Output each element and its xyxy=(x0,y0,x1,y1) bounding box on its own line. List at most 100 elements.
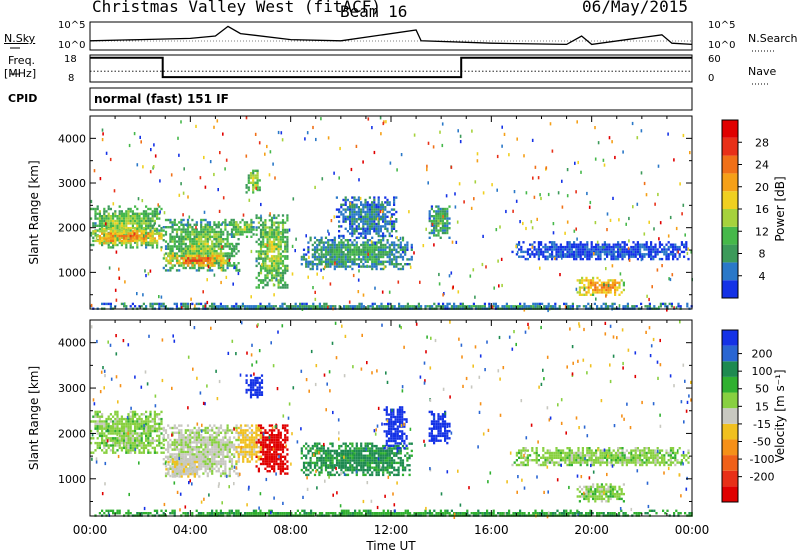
power-cell-6 xyxy=(254,184,257,187)
power-cell-7 xyxy=(324,251,328,254)
power-cell-2 xyxy=(197,250,201,253)
velocity-cell-1 xyxy=(228,446,231,449)
velocity-cell-1 xyxy=(184,450,187,454)
power-cell-10 xyxy=(515,245,518,249)
velocity-cell-1 xyxy=(211,453,214,456)
power-cell-7 xyxy=(300,255,303,259)
velocity-cell-1 xyxy=(171,441,174,444)
velocity-cell-1 xyxy=(204,453,207,456)
velocity-cell-2 xyxy=(174,458,177,461)
power-cell-3 xyxy=(187,254,190,258)
power-cell-2 xyxy=(215,233,218,236)
power-cell-0 xyxy=(98,210,101,213)
velocity-cell-1 xyxy=(213,431,216,434)
power-noise-cell xyxy=(681,212,683,216)
power-cell-8 xyxy=(366,218,369,221)
power-cell-12 xyxy=(283,302,286,306)
velocity-cell-0 xyxy=(147,415,150,418)
power-cell-0 xyxy=(153,207,156,211)
power-cell-10 xyxy=(632,245,635,249)
power-cell-12 xyxy=(244,305,247,308)
power-cell-1 xyxy=(120,239,123,243)
velocity-cell-1 xyxy=(208,436,212,439)
power-cell-2 xyxy=(222,230,225,234)
velocity-cell-1 xyxy=(215,453,218,456)
velocity-cell-0 xyxy=(114,417,117,421)
cpid-value: normal (fast) 151 IF xyxy=(94,92,229,106)
power-cell-5 xyxy=(270,216,274,220)
power-cell-7 xyxy=(368,248,372,251)
power-noise-cell xyxy=(537,176,540,180)
power-cell-3 xyxy=(198,254,201,258)
power-noise-cell xyxy=(153,143,155,147)
power-cell-8 xyxy=(379,215,382,218)
power-noise-cell xyxy=(150,148,152,152)
power-cell-10 xyxy=(654,255,657,258)
velocity-cell-1 xyxy=(191,441,194,444)
power-cell-12 xyxy=(213,305,216,308)
velocity-cell-0 xyxy=(149,410,152,414)
power-noise-cell xyxy=(307,275,309,279)
power-cell-11 xyxy=(620,279,623,282)
velocity-cell-1 xyxy=(173,438,176,442)
power-cell-8 xyxy=(351,215,354,218)
power-cell-0 xyxy=(145,246,148,249)
power-cell-8 xyxy=(346,198,349,202)
power-cell-0 xyxy=(131,222,134,225)
power-cell-7 xyxy=(340,265,343,268)
power-cell-2 xyxy=(233,254,236,258)
power-cell-8 xyxy=(351,213,354,216)
power-cell-10 xyxy=(667,253,670,256)
power-cell-5 xyxy=(277,257,280,260)
power-cell-7 xyxy=(373,258,376,261)
power-cell-5 xyxy=(273,238,276,241)
power-noise-cell xyxy=(195,225,197,230)
power-cell-7 xyxy=(362,263,365,266)
power-cell-8 xyxy=(384,215,387,218)
power-cell-2 xyxy=(226,266,229,270)
velocity-cell-1 xyxy=(219,438,223,442)
velocity-cell-0 xyxy=(98,441,101,445)
velocity-cell-1 xyxy=(195,448,198,451)
power-cell-2 xyxy=(189,250,192,253)
power-cell-5 xyxy=(284,281,287,284)
velocity-cell-0 xyxy=(123,417,126,421)
velocity-cell-1 xyxy=(217,431,220,434)
power-cell-7 xyxy=(333,265,336,268)
power-cell-5 xyxy=(277,238,280,241)
power-cell-2 xyxy=(189,247,192,250)
velocity-cell-1 xyxy=(208,443,212,446)
power-cell-1 xyxy=(151,230,154,233)
power-cell-8 xyxy=(393,213,396,216)
power-cell-4 xyxy=(230,233,233,236)
velocity-cell-0 xyxy=(162,446,165,450)
power-cell-11 xyxy=(603,291,606,294)
velocity-cell-1 xyxy=(202,458,205,461)
power-cell-7 xyxy=(371,267,374,271)
power-cell-10 xyxy=(663,250,666,254)
power-cell-5 xyxy=(259,252,263,256)
power-cell-2 xyxy=(233,250,236,253)
power-cell-2 xyxy=(195,245,198,248)
power-cell-8 xyxy=(384,201,387,204)
power-cell-7 xyxy=(364,246,367,249)
power-cell-10 xyxy=(533,241,536,244)
power-cell-6 xyxy=(247,188,250,192)
velocity-cell-0 xyxy=(140,420,143,423)
power-cell-2 xyxy=(171,238,174,241)
power-cell-1 xyxy=(142,242,145,245)
power-cell-10 xyxy=(540,243,543,246)
velocity-cell-1 xyxy=(195,438,198,442)
velocity-cell-1 xyxy=(186,436,190,439)
power-cell-9 xyxy=(446,219,449,223)
power-cell-7 xyxy=(327,253,330,256)
power-cell-0 xyxy=(114,210,117,213)
power-cell-7 xyxy=(353,253,356,256)
power-cell-10 xyxy=(586,253,589,256)
power-cell-10 xyxy=(595,253,598,256)
power-cell-2 xyxy=(204,228,207,231)
power-noise-cell xyxy=(320,268,322,272)
power-cell-5 xyxy=(273,250,276,253)
power-cell-7 xyxy=(346,248,350,251)
power-cell-12 xyxy=(514,305,517,308)
